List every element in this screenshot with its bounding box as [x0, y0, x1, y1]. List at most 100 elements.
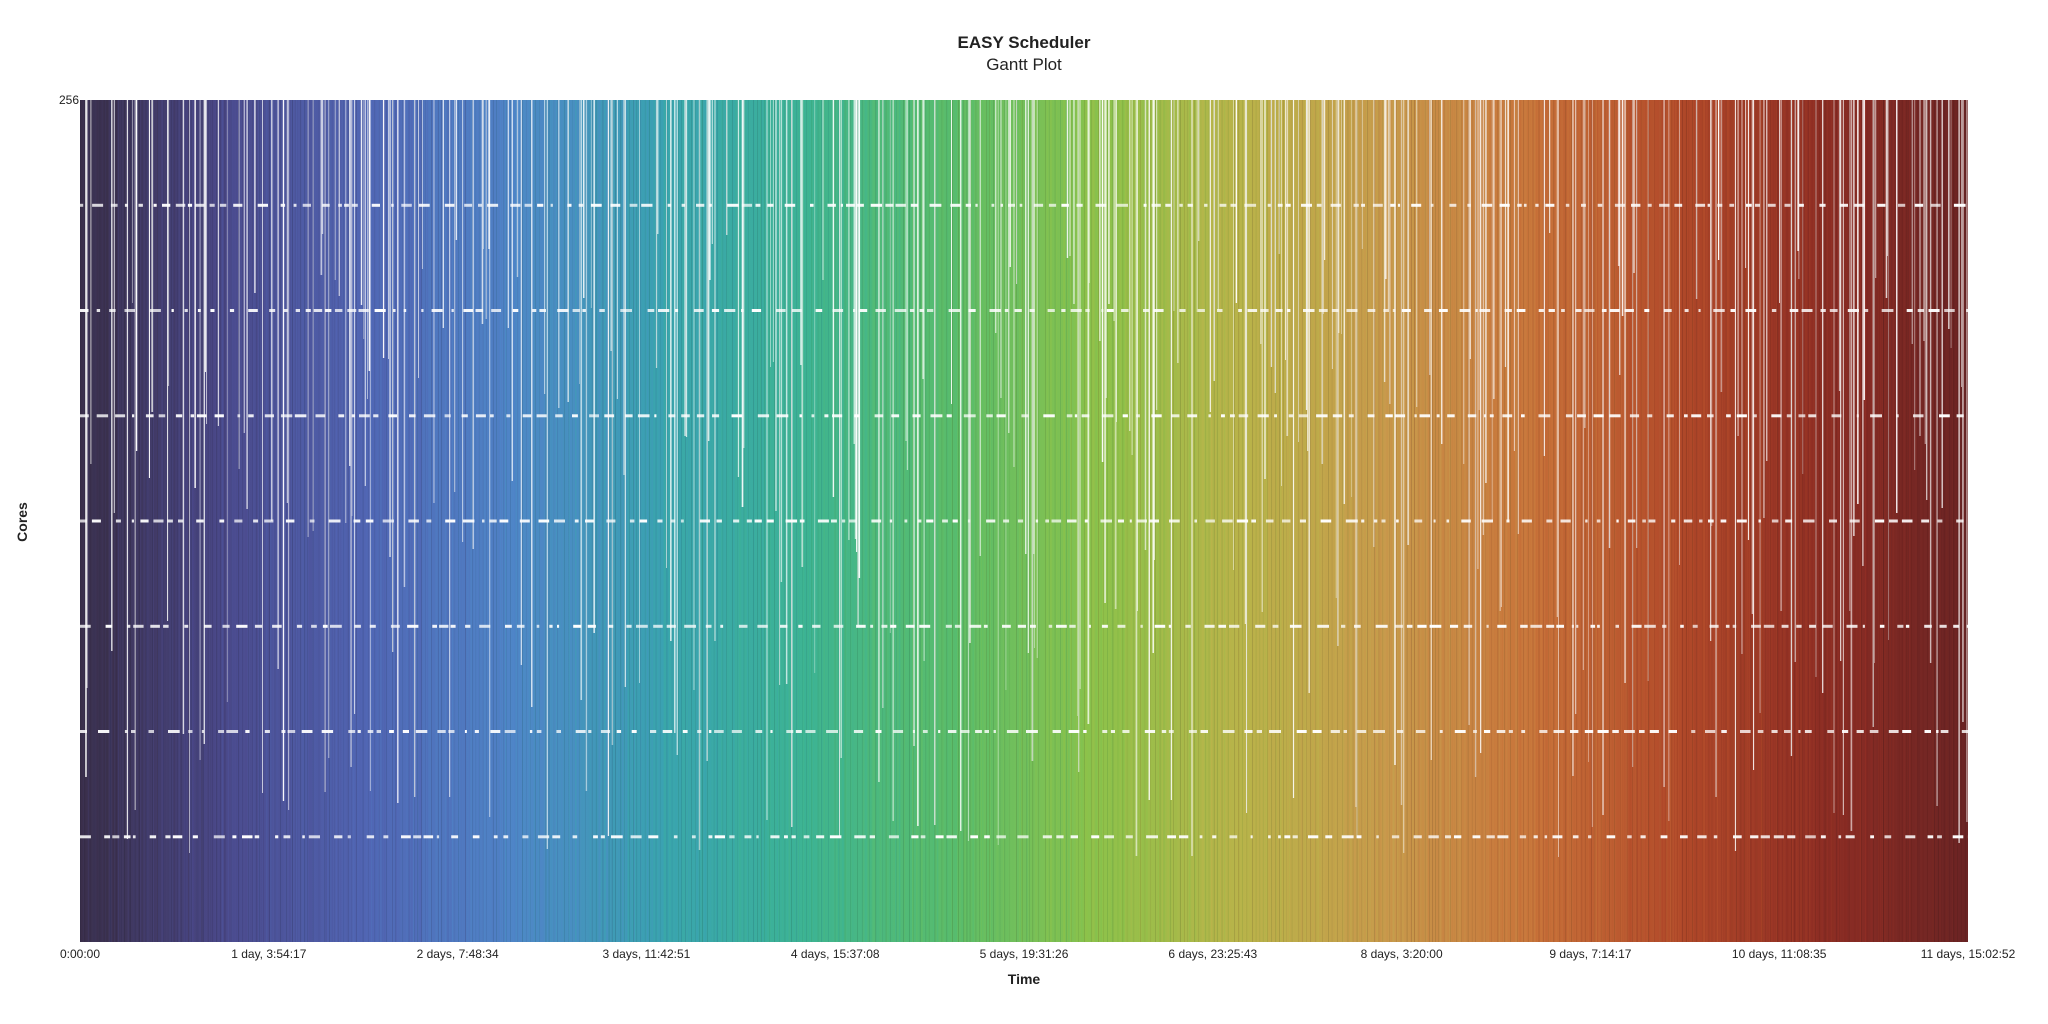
core-gap-segment	[115, 414, 126, 418]
job-bar	[869, 100, 870, 942]
job-bar	[121, 100, 123, 942]
job-edge	[615, 100, 616, 942]
job-bar	[263, 100, 265, 942]
core-gap-segment	[786, 730, 794, 733]
core-gap-segment	[1924, 624, 1932, 628]
core-gap-segment	[963, 414, 976, 418]
job-bar	[1901, 100, 1903, 942]
job-bar	[1357, 100, 1360, 942]
job-bar	[546, 100, 548, 849]
job-bar	[1656, 100, 1659, 942]
core-gap-segment	[960, 730, 970, 733]
core-gap-segment	[667, 203, 672, 207]
core-gap-segment	[226, 730, 239, 733]
core-gap-segment	[1784, 730, 1791, 733]
gantt-plot-area	[80, 100, 1968, 942]
core-gap-segment	[744, 835, 752, 839]
job-bar	[1234, 100, 1236, 942]
core-gap-segment	[474, 730, 479, 733]
core-gap-segment	[1439, 730, 1443, 733]
job-bar	[776, 100, 778, 942]
core-gap-segment	[439, 624, 449, 628]
job-bar	[1321, 100, 1324, 464]
job-bar	[1543, 100, 1545, 456]
job-bar	[1926, 100, 1928, 500]
core-gap-segment	[1773, 835, 1784, 839]
core-gap-segment	[1169, 519, 1180, 523]
job-bar	[1801, 100, 1803, 942]
core-gap-segment	[153, 519, 164, 523]
job-bar	[861, 100, 864, 942]
job-bar	[1458, 100, 1460, 942]
job-bar	[1368, 100, 1369, 942]
core-gap-segment	[996, 414, 1006, 418]
core-gap-segment	[756, 835, 759, 839]
core-gap-segment	[450, 624, 456, 628]
job-bar	[811, 100, 814, 942]
core-gap-segment	[366, 835, 375, 839]
job-bar	[1337, 100, 1339, 646]
job-bar	[897, 100, 899, 942]
job-bar	[323, 100, 324, 942]
core-gap-segment	[163, 624, 169, 628]
core-gap-segment	[1277, 203, 1283, 207]
job-edge	[963, 100, 965, 942]
job-bar	[596, 100, 598, 942]
job-bar	[1152, 100, 1154, 653]
core-gap-segment	[1084, 519, 1088, 523]
core-gap-segment	[733, 519, 740, 523]
core-gap-segment	[1697, 835, 1707, 839]
job-bar	[1762, 100, 1763, 942]
job-bar	[1581, 100, 1583, 942]
core-gap-segment	[1760, 835, 1770, 839]
core-gap-segment	[1188, 730, 1197, 733]
job-bar	[1637, 100, 1638, 942]
core-gap-segment	[1771, 414, 1782, 418]
core-gap-segment	[1847, 309, 1859, 312]
core-gap-segment	[630, 835, 642, 839]
job-bar	[1627, 100, 1628, 942]
job-bar	[403, 100, 406, 587]
job-bar	[151, 100, 154, 412]
core-gap-segment	[1454, 730, 1466, 733]
job-bar	[1658, 100, 1660, 942]
job-edge	[666, 100, 668, 942]
core-gap-segment	[1581, 203, 1586, 207]
job-bar	[1660, 100, 1663, 942]
job-bar	[380, 100, 382, 942]
core-gap-segment	[1269, 730, 1281, 733]
job-bar	[1187, 100, 1190, 942]
job-bar	[276, 100, 278, 942]
core-gap-segment	[1609, 414, 1621, 418]
job-edge	[1510, 100, 1511, 942]
job-bar	[375, 100, 377, 942]
job-bar	[216, 100, 219, 942]
job-bar	[1294, 100, 1296, 942]
core-gap-segment	[947, 730, 957, 733]
job-bar	[1034, 100, 1035, 648]
core-gap-segment	[693, 309, 704, 312]
job-bar	[692, 100, 694, 942]
core-gap-segment	[986, 414, 993, 418]
core-gap-segment	[493, 835, 498, 839]
job-bar	[1760, 100, 1763, 942]
job-bar	[86, 100, 88, 688]
job-bar	[536, 100, 538, 942]
core-gap-segment	[98, 730, 110, 733]
core-gap-segment	[213, 835, 225, 839]
job-bar	[379, 100, 380, 942]
core-gap-segment	[874, 414, 884, 418]
core-gap-segment	[599, 309, 605, 312]
core-gap-segment	[853, 730, 864, 733]
job-bar	[346, 100, 349, 942]
job-bar	[860, 100, 862, 942]
job-bar	[622, 100, 624, 942]
core-gap-segment	[1953, 624, 1959, 628]
job-bar	[1849, 100, 1851, 611]
job-edge	[1217, 100, 1218, 942]
job-edge	[1819, 100, 1821, 942]
job-bar	[405, 100, 407, 942]
core-gap-segment	[894, 309, 907, 312]
job-edge	[1609, 100, 1610, 942]
core-gap-segment	[334, 835, 343, 839]
